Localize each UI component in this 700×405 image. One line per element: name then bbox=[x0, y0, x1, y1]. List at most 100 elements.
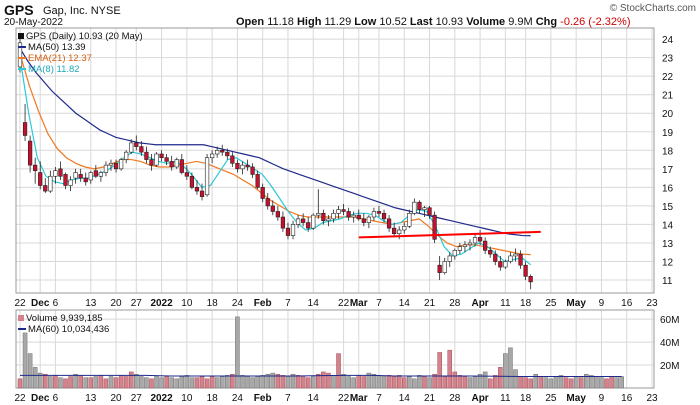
candle-body bbox=[392, 227, 397, 234]
volume-bars bbox=[17, 316, 624, 389]
volume-bar bbox=[255, 376, 260, 389]
legend-vol-ma60: MA(60) 10,034,436 bbox=[18, 324, 109, 335]
date-tick-label: 6 bbox=[53, 298, 59, 309]
volume-bar bbox=[290, 373, 296, 389]
volume-bar bbox=[361, 376, 367, 389]
candle-body bbox=[432, 214, 437, 240]
volume-bar bbox=[528, 378, 533, 389]
volume-tick-label: 60M bbox=[660, 315, 679, 326]
candle-body bbox=[53, 170, 58, 177]
volume-bar bbox=[578, 377, 584, 389]
volume-bar bbox=[159, 377, 164, 389]
volume-bar bbox=[492, 375, 498, 389]
volume-bar bbox=[336, 353, 341, 389]
candle-body bbox=[422, 207, 427, 210]
volume-bar bbox=[371, 373, 377, 389]
date-tick-label: 23 bbox=[646, 298, 658, 309]
volume-bar bbox=[462, 376, 468, 389]
candle-body bbox=[477, 237, 483, 242]
date-tick-label: Feb bbox=[254, 298, 272, 309]
price-tick-label: 23 bbox=[662, 54, 674, 65]
candle-body bbox=[351, 214, 356, 218]
volume-bar bbox=[457, 375, 463, 389]
volume-bar bbox=[326, 372, 331, 389]
price-tick-label: 14 bbox=[662, 220, 674, 231]
candle-body bbox=[386, 218, 392, 229]
volume-bar bbox=[285, 376, 291, 389]
date-tick-label: May bbox=[566, 298, 586, 309]
candle-body bbox=[371, 211, 377, 218]
volume-bar bbox=[128, 371, 134, 389]
volume-bar bbox=[407, 376, 412, 389]
volume-bar bbox=[614, 377, 619, 389]
candle-body bbox=[63, 174, 68, 186]
candle-body bbox=[189, 175, 195, 188]
price-tick-label: 13 bbox=[662, 239, 674, 250]
company-name: Gap, Inc. NYSE bbox=[43, 5, 121, 17]
date-tick-label: 23 bbox=[646, 393, 658, 404]
candle-body bbox=[397, 229, 402, 234]
candle-body bbox=[124, 151, 129, 160]
candle-body bbox=[134, 142, 139, 147]
candle-body bbox=[361, 218, 366, 223]
legend-vol-ma60-text: MA(60) 10,034,436 bbox=[28, 324, 110, 335]
date-tick-label: 7 bbox=[285, 393, 291, 404]
price-tick-label: 16 bbox=[662, 183, 674, 194]
candle-body bbox=[73, 172, 78, 179]
legend-vol-ma60-swatch bbox=[18, 328, 26, 331]
volume-bar bbox=[139, 376, 144, 389]
volume-bar bbox=[583, 373, 589, 389]
credit-link[interactable]: © StockCharts.com bbox=[609, 3, 696, 14]
price-tick-label: 22 bbox=[662, 72, 674, 83]
date-tick-label: Mar bbox=[350, 298, 368, 309]
candle-body bbox=[275, 211, 280, 218]
volume-bar bbox=[452, 371, 458, 389]
candle-body bbox=[174, 159, 179, 168]
volume-bar bbox=[341, 373, 346, 389]
candle-body bbox=[240, 164, 245, 170]
volume-bar bbox=[214, 377, 220, 389]
candle-body bbox=[38, 172, 43, 186]
candle-body bbox=[235, 162, 240, 170]
candle-body bbox=[341, 209, 346, 212]
date-tick-label: 9 bbox=[599, 298, 605, 309]
candle-body bbox=[503, 261, 508, 268]
volume-bar bbox=[482, 371, 488, 389]
volume-bar bbox=[401, 377, 407, 389]
candle-body bbox=[93, 170, 98, 177]
volume-bar bbox=[619, 376, 624, 389]
candle-body bbox=[210, 153, 215, 159]
company-label: Gap, Inc. bbox=[43, 5, 88, 17]
volume-bar bbox=[113, 377, 119, 389]
volume-tick-label: 40M bbox=[660, 338, 679, 349]
volume-bar bbox=[270, 372, 276, 389]
volume-bar bbox=[437, 352, 442, 389]
volume-bar bbox=[17, 378, 23, 389]
candle-body bbox=[169, 161, 174, 168]
volume-bar bbox=[265, 373, 271, 389]
volume-bar bbox=[103, 378, 109, 389]
candle-body bbox=[331, 213, 336, 220]
date-tick-label: Apr bbox=[471, 298, 488, 309]
price-tick-label: 12 bbox=[662, 257, 674, 268]
candle-body bbox=[139, 146, 144, 153]
candle-body bbox=[129, 142, 134, 153]
date-tick-label: 27 bbox=[131, 393, 143, 404]
volume-bar bbox=[275, 373, 281, 389]
legend-ma8-swatch bbox=[18, 68, 26, 71]
volume-bar bbox=[386, 375, 392, 389]
candle-body bbox=[184, 172, 189, 177]
candle-body bbox=[518, 253, 523, 266]
candle-body bbox=[204, 157, 210, 196]
candle-body bbox=[356, 214, 361, 220]
candle-body bbox=[103, 164, 109, 173]
legend-price-swatch bbox=[18, 33, 24, 40]
legend-ema21: EMA(21) 12.37 bbox=[18, 53, 92, 64]
quote-summary: Open 11.18 High 11.29 Low 10.52 Last 10.… bbox=[236, 16, 630, 28]
date-tick-label: 7 bbox=[285, 298, 291, 309]
legend-ma50-text: MA(50) 13.39 bbox=[28, 42, 86, 53]
volume-bar bbox=[543, 377, 549, 389]
volume-bar bbox=[467, 377, 473, 389]
volume-bar bbox=[280, 375, 286, 389]
volume-bar bbox=[321, 371, 326, 389]
